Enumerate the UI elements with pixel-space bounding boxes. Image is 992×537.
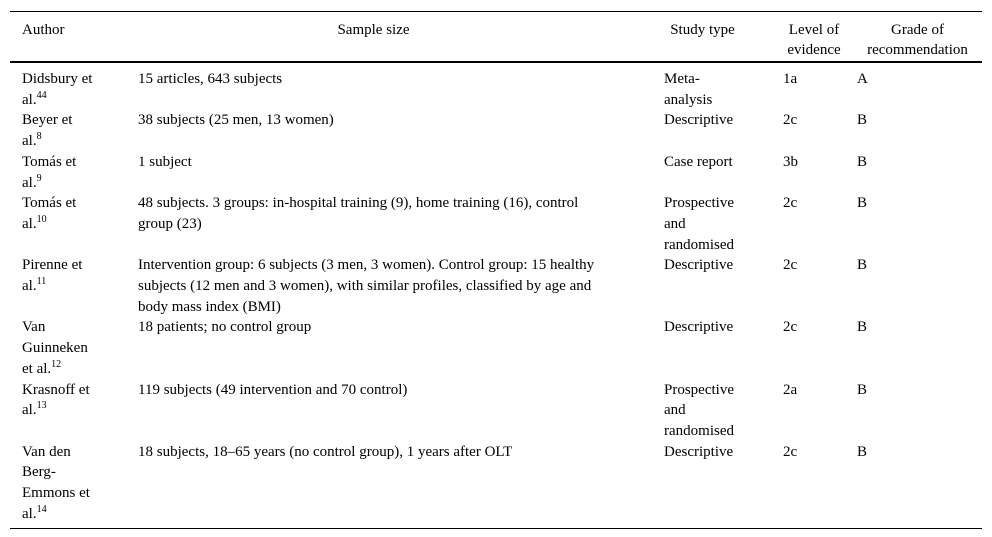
author-text: Van Guinneken et al. xyxy=(22,319,88,377)
header-row: Author Sample size Study type Level of e… xyxy=(10,11,982,63)
level-of-evidence-cell: 2c xyxy=(783,112,798,129)
table-row: Van den Berg-Emmons et al.14 18 subjects… xyxy=(10,442,982,529)
sample-size-cell: 38 subjects (25 men, 13 women) xyxy=(138,112,334,129)
grade-cell: B xyxy=(857,257,868,274)
author-ref: 8 xyxy=(36,131,42,143)
author-text: Didsbury et al. xyxy=(22,71,93,108)
author-ref: 11 xyxy=(36,276,47,288)
study-type-cell: Prospective and randomised xyxy=(664,195,734,253)
table-header: Author Sample size Study type Level of e… xyxy=(10,11,982,63)
table-row: Van Guinneken et al.12 18 patients; no c… xyxy=(10,317,982,379)
column-header-author: Author xyxy=(10,11,137,63)
author-cell: Tomás et al.10 xyxy=(10,193,137,255)
evidence-table: Author Sample size Study type Level of e… xyxy=(10,11,982,530)
author-text: Krasnoff et al. xyxy=(22,381,90,419)
grade-cell: A xyxy=(857,71,868,87)
table-row: Beyer et al.8 38 subjects (25 men, 13 wo… xyxy=(10,110,982,151)
study-type-cell: Case report xyxy=(664,153,733,170)
author-cell: Van Guinneken et al.12 xyxy=(10,317,137,379)
study-type-cell: Descriptive xyxy=(664,443,734,460)
author-text: Pirenne et al. xyxy=(22,257,83,295)
author-cell: Van den Berg-Emmons et al.14 xyxy=(10,442,137,529)
table-row: Krasnoff et al.13 119 subjects (49 inter… xyxy=(10,380,982,442)
sample-size-cell: 15 articles, 643 subjects xyxy=(138,71,283,87)
grade-cell: B xyxy=(857,443,868,460)
level-of-evidence-cell: 2c xyxy=(783,257,798,274)
author-ref: 12 xyxy=(51,358,62,370)
study-type-cell: Descriptive xyxy=(664,257,734,274)
study-type-cell: Descriptive xyxy=(664,319,734,336)
author-ref: 10 xyxy=(36,213,47,225)
author-ref: 9 xyxy=(36,172,42,184)
level-of-evidence-cell: 2a xyxy=(783,381,798,398)
grade-cell: B xyxy=(857,153,868,170)
sample-size-cell: 48 subjects. 3 groups: in-hospital train… xyxy=(138,195,579,232)
study-type-cell: Descriptive xyxy=(664,112,734,129)
study-type-cell: Prospective and randomised xyxy=(664,381,734,439)
level-of-evidence-cell: 3b xyxy=(783,153,798,170)
grade-cell: B xyxy=(857,112,868,129)
table-body: Didsbury et al.44 15 articles, 643 subje… xyxy=(10,62,982,529)
author-text: Van den Berg-Emmons et al. xyxy=(22,443,90,522)
column-header-level-of-evidence: Level of evidence xyxy=(775,11,853,63)
author-ref: 13 xyxy=(36,400,47,412)
table-row: Didsbury et al.44 15 articles, 643 subje… xyxy=(10,62,982,110)
grade-cell: B xyxy=(857,319,868,336)
grade-cell: B xyxy=(857,381,868,398)
sample-size-cell: 18 patients; no control group xyxy=(138,319,312,336)
author-cell: Tomás et al.9 xyxy=(10,152,137,193)
author-ref: 44 xyxy=(36,89,47,101)
table-row: Tomás et al.10 48 subjects. 3 groups: in… xyxy=(10,193,982,255)
column-header-study-type: Study type xyxy=(662,11,775,63)
author-ref: 14 xyxy=(36,503,47,515)
sample-size-cell: 119 subjects (49 intervention and 70 con… xyxy=(138,381,408,398)
level-of-evidence-cell: 2c xyxy=(783,443,798,460)
level-of-evidence-cell: 1a xyxy=(783,71,798,87)
author-text: Tomás et al. xyxy=(22,153,77,191)
table-row: Pirenne et al.11 Intervention group: 6 s… xyxy=(10,255,982,317)
author-cell: Didsbury et al.44 xyxy=(10,62,137,110)
study-type-cell: Meta-analysis xyxy=(664,71,713,108)
author-cell: Pirenne et al.11 xyxy=(10,255,137,317)
sample-size-cell: 18 subjects, 18–65 years (no control gro… xyxy=(138,443,513,460)
author-cell: Beyer et al.8 xyxy=(10,110,137,151)
column-header-grade-of-recommendation: Grade of recommendation xyxy=(853,11,982,63)
grade-cell: B xyxy=(857,195,868,212)
author-text: Tomás et al. xyxy=(22,195,77,232)
author-text: Beyer et al. xyxy=(22,112,73,150)
author-cell: Krasnoff et al.13 xyxy=(10,380,137,442)
table-row: Tomás et al.9 1 subject Case report 3b B xyxy=(10,152,982,193)
level-of-evidence-cell: 2c xyxy=(783,319,798,336)
column-header-sample-size: Sample size xyxy=(137,11,662,63)
level-of-evidence-cell: 2c xyxy=(783,195,798,212)
sample-size-cell: 1 subject xyxy=(138,153,192,170)
sample-size-cell: Intervention group: 6 subjects (3 men, 3… xyxy=(138,257,595,315)
